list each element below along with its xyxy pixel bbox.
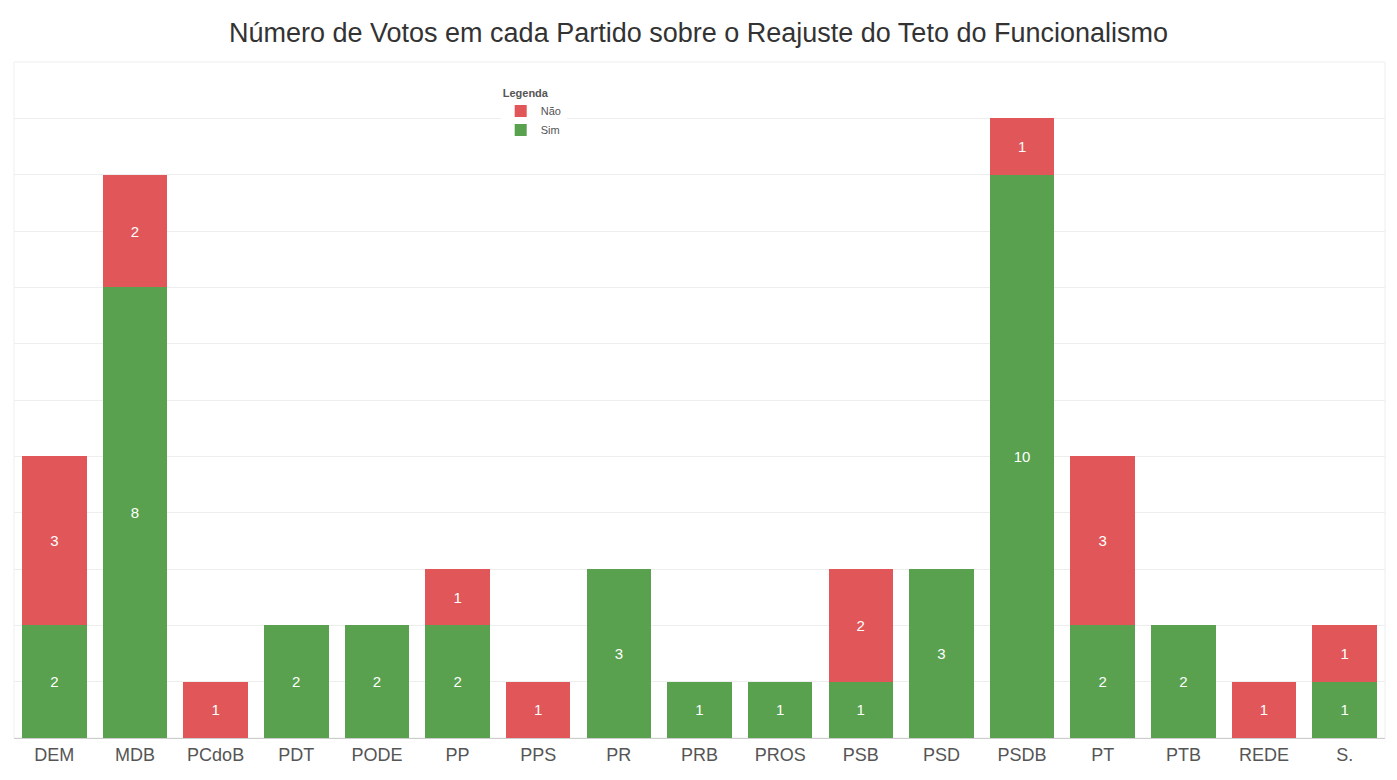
svg-text:PDT: PDT — [278, 745, 314, 765]
svg-text:PRB: PRB — [681, 745, 718, 765]
svg-text:1: 1 — [453, 589, 461, 606]
svg-text:1: 1 — [1260, 701, 1268, 718]
svg-text:Sim: Sim — [541, 124, 560, 136]
svg-text:PCdoB: PCdoB — [187, 745, 244, 765]
svg-text:PPS: PPS — [520, 745, 556, 765]
svg-text:1: 1 — [534, 701, 542, 718]
svg-text:DEM: DEM — [34, 745, 74, 765]
svg-text:2: 2 — [857, 617, 865, 634]
svg-text:1: 1 — [857, 701, 865, 718]
svg-text:2: 2 — [1179, 673, 1187, 690]
svg-text:2: 2 — [131, 223, 139, 240]
svg-text:1: 1 — [211, 701, 219, 718]
svg-text:PROS: PROS — [755, 745, 806, 765]
svg-text:MDB: MDB — [115, 745, 155, 765]
svg-text:2: 2 — [453, 673, 461, 690]
svg-text:PSDB: PSDB — [998, 745, 1047, 765]
svg-text:Legenda: Legenda — [503, 87, 549, 99]
svg-text:PR: PR — [606, 745, 631, 765]
svg-text:3: 3 — [1099, 532, 1107, 549]
svg-text:3: 3 — [937, 645, 945, 662]
svg-text:2: 2 — [50, 673, 58, 690]
svg-text:S.: S. — [1336, 745, 1353, 765]
svg-text:PTB: PTB — [1166, 745, 1201, 765]
svg-text:PSD: PSD — [923, 745, 960, 765]
svg-text:1: 1 — [695, 701, 703, 718]
svg-text:Número de Votos em cada Partid: Número de Votos em cada Partido sobre o … — [229, 18, 1168, 48]
svg-text:PP: PP — [446, 745, 470, 765]
svg-text:PT: PT — [1091, 745, 1114, 765]
svg-text:10: 10 — [1014, 448, 1031, 465]
svg-text:1: 1 — [1018, 138, 1026, 155]
svg-text:2: 2 — [292, 673, 300, 690]
svg-text:8: 8 — [131, 504, 139, 521]
svg-text:1: 1 — [776, 701, 784, 718]
svg-text:1: 1 — [1341, 701, 1349, 718]
svg-text:1: 1 — [1341, 645, 1349, 662]
svg-text:Não: Não — [541, 105, 561, 117]
svg-text:PODE: PODE — [351, 745, 402, 765]
svg-text:REDE: REDE — [1239, 745, 1289, 765]
svg-text:2: 2 — [373, 673, 381, 690]
svg-text:3: 3 — [615, 645, 623, 662]
svg-text:3: 3 — [50, 532, 58, 549]
svg-text:PSB: PSB — [843, 745, 879, 765]
svg-text:2: 2 — [1099, 673, 1107, 690]
